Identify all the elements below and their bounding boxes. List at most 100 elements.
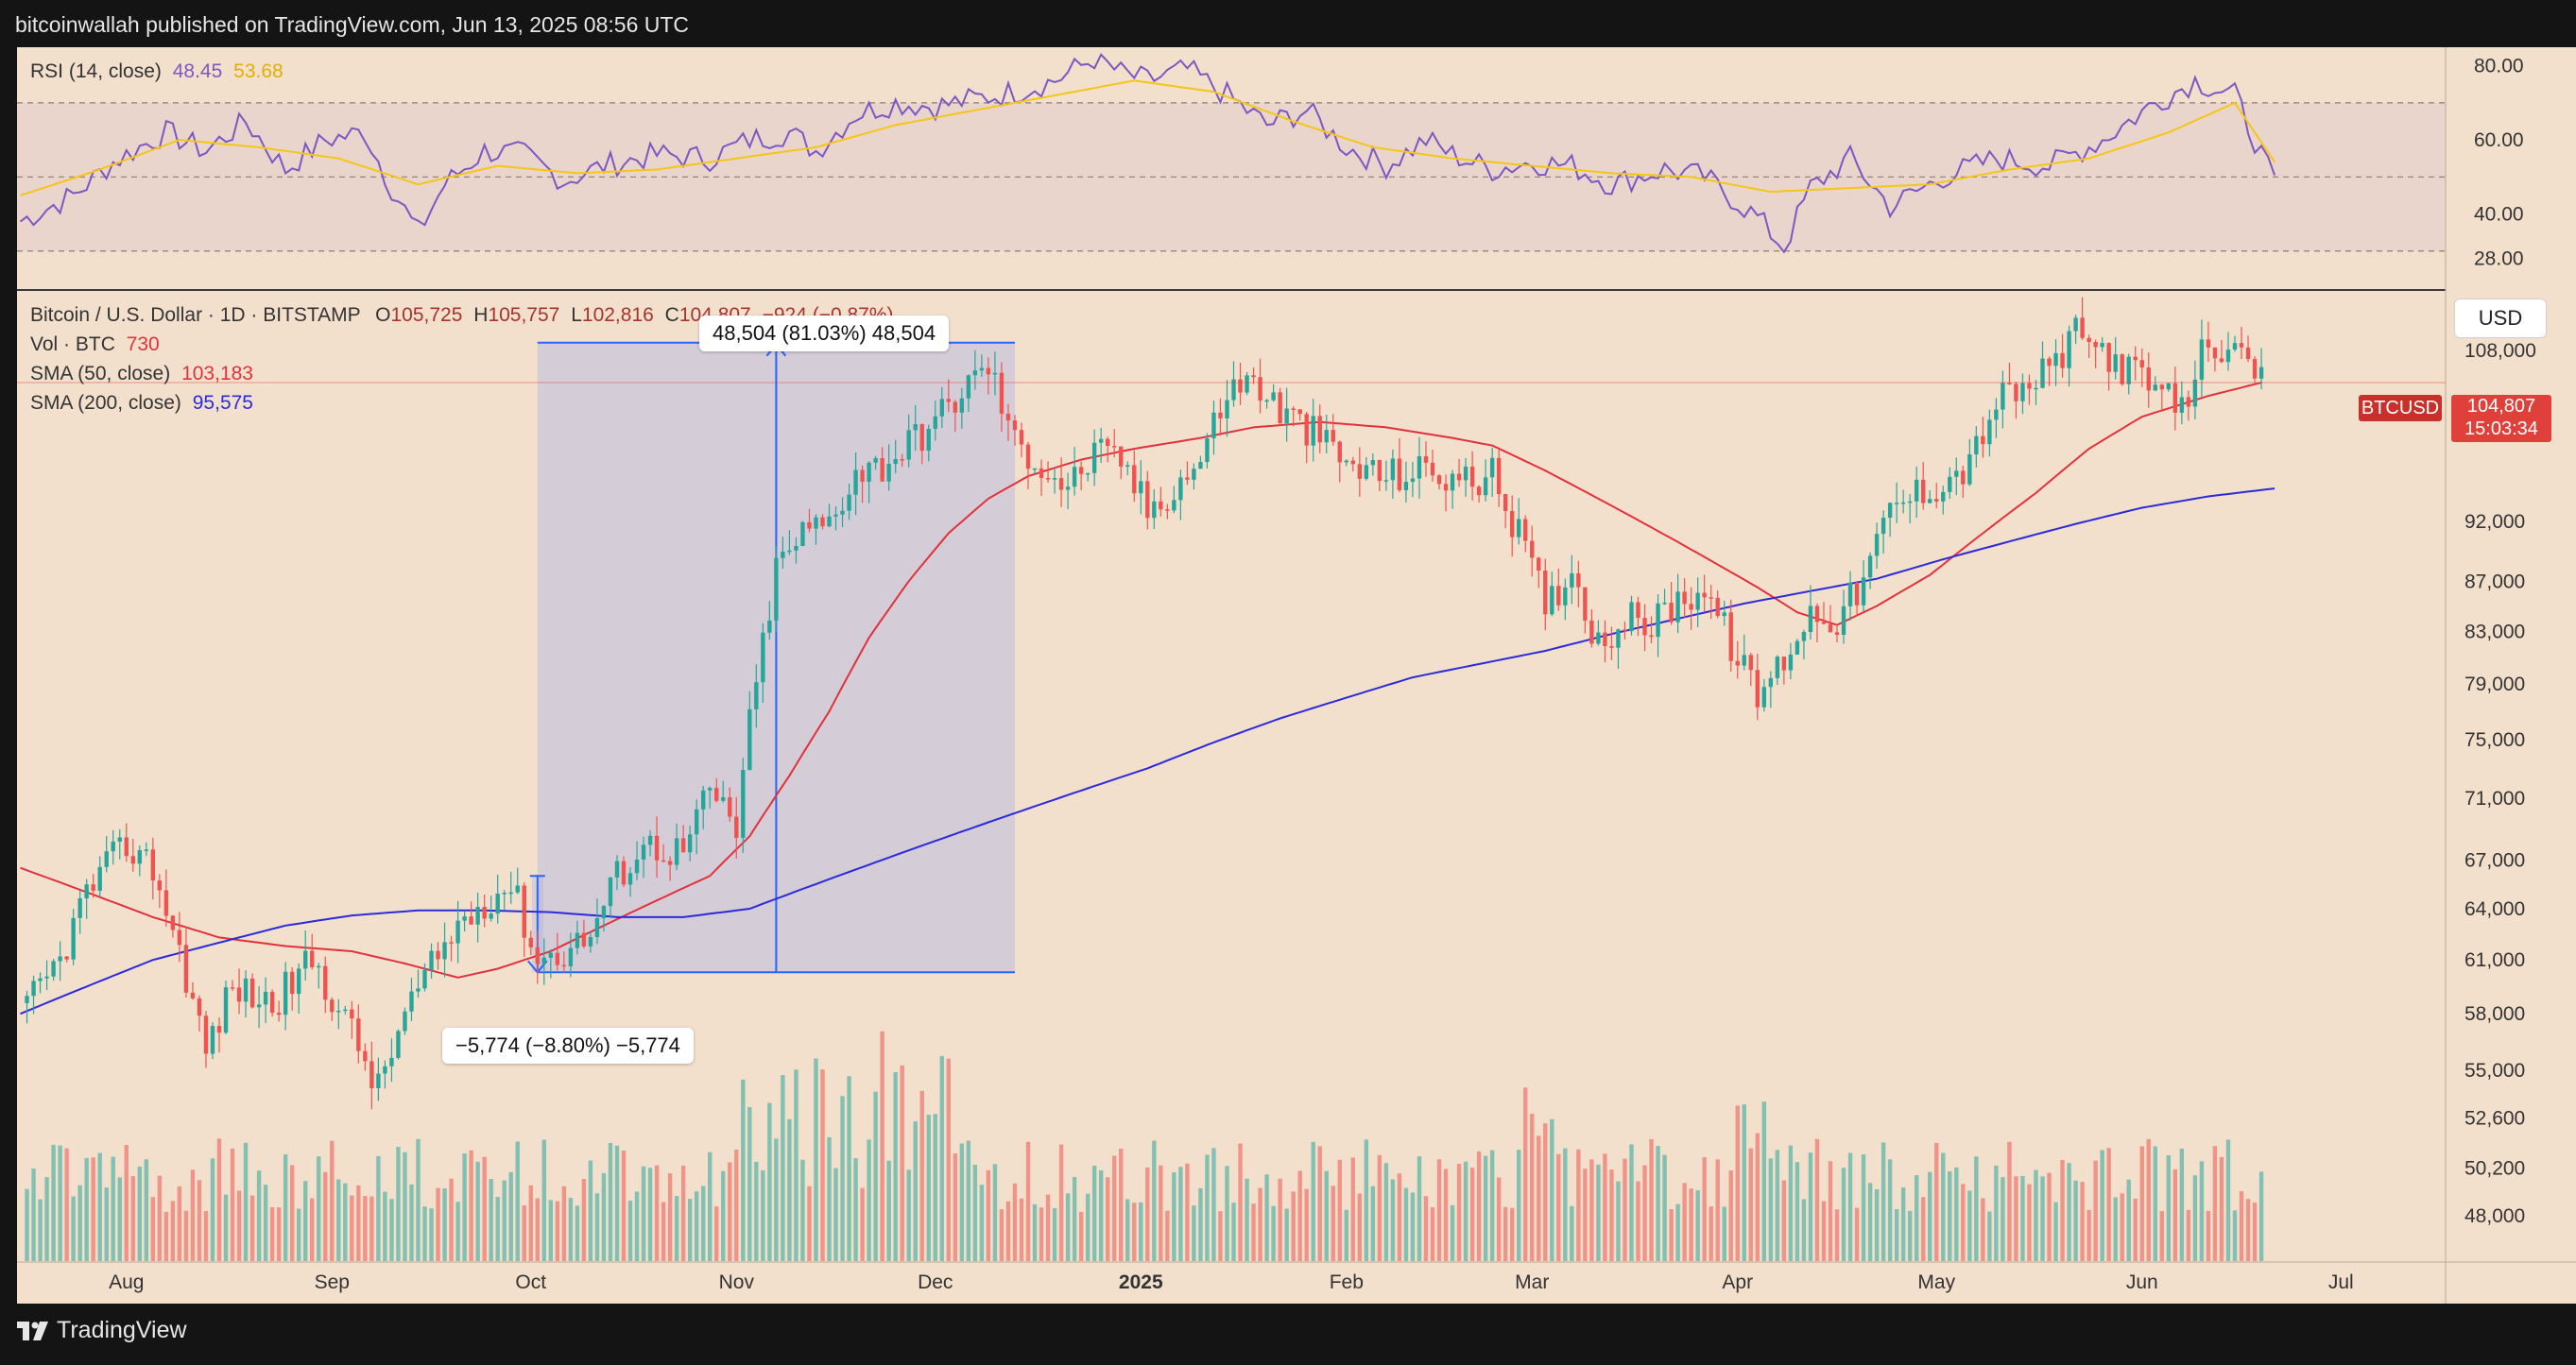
candle-body: [1530, 540, 1535, 558]
volume-bar: [256, 1170, 262, 1261]
rsi-tick-label: 40.00: [2474, 204, 2524, 226]
candle-body: [1808, 606, 1813, 632]
candle-body: [1948, 476, 1952, 492]
candle-body: [1058, 478, 1064, 490]
volume-bar: [51, 1144, 56, 1261]
candle-body: [2153, 384, 2157, 391]
volume-bar: [323, 1171, 328, 1261]
candle-body: [1112, 445, 1117, 448]
volume-bar: [2219, 1156, 2224, 1261]
candle-body: [236, 987, 242, 1002]
volume-bar: [2007, 1141, 2012, 1261]
volume-bar: [700, 1186, 706, 1261]
volume-bar: [1125, 1199, 1130, 1261]
candle-body: [1867, 555, 1873, 578]
volume-bar: [1198, 1187, 1203, 1261]
candle-body: [283, 971, 288, 1015]
chart-panel[interactable]: [17, 47, 2560, 1304]
candle-body: [1159, 501, 1163, 510]
volume-bar: [1159, 1165, 1163, 1261]
volume-bar: [1172, 1172, 1176, 1261]
volume-bar: [1091, 1165, 1097, 1261]
candle-body: [1954, 470, 1959, 477]
volume-bar: [1058, 1144, 1064, 1261]
measure-up-label: 48,504 (81.03%) 48,504: [699, 316, 950, 351]
rsi-line: [19, 53, 2276, 254]
rsi-legend: RSI (14, close) 48.45 53.68: [30, 60, 283, 83]
candle-body: [317, 965, 321, 968]
volume-bar: [1894, 1208, 1899, 1261]
volume-bar: [243, 1142, 249, 1261]
volume-bar: [1954, 1167, 1959, 1261]
last-price-value: 104,807: [2466, 396, 2536, 417]
candle-body: [2007, 383, 2012, 384]
candle-body: [860, 469, 865, 482]
candle-body: [1098, 438, 1104, 443]
volume-bar: [767, 1102, 772, 1261]
volume-bar: [634, 1191, 640, 1261]
candle-body: [1231, 379, 1236, 401]
candle-body: [1768, 677, 1774, 688]
candle-body: [1841, 606, 1846, 636]
candle-body: [1304, 414, 1309, 446]
volume-bar: [44, 1177, 49, 1261]
candle-body: [787, 550, 792, 553]
price-tick-label: 92,000: [2464, 511, 2525, 533]
candle-body: [1834, 632, 1840, 636]
volume-bar: [303, 1181, 308, 1261]
candle-body: [336, 1010, 341, 1013]
candle-body: [1450, 473, 1455, 491]
volume-bar: [708, 1152, 713, 1261]
symbol-label[interactable]: Bitcoin / U.S. Dollar · 1D · BITSTAMP: [30, 304, 361, 326]
candle-body: [2126, 356, 2131, 384]
candle-body: [1278, 392, 1282, 424]
currency-button[interactable]: USD: [2454, 299, 2547, 338]
candle-body: [1974, 435, 1979, 454]
candle-body: [1662, 602, 1667, 605]
volume-bar: [230, 1148, 235, 1261]
volume-bar: [1537, 1135, 1541, 1261]
candle-body: [462, 916, 467, 921]
bar-countdown: 15:03:34: [2464, 418, 2538, 439]
volume-bar: [728, 1162, 732, 1261]
volume-bar: [1788, 1145, 1794, 1261]
sma200-value: 95,575: [192, 392, 253, 414]
volume-bar: [1370, 1186, 1376, 1261]
candle-body: [296, 968, 301, 995]
volume-bar: [1974, 1156, 1979, 1261]
volume-bar: [350, 1195, 354, 1261]
candle-body: [150, 849, 156, 881]
tradingview-brand: TradingView: [57, 1317, 187, 1343]
candle-body: [1880, 518, 1886, 535]
volume-bar: [1344, 1209, 1348, 1261]
candle-body: [2172, 383, 2178, 413]
candle-body: [1788, 654, 1794, 671]
candles: [25, 297, 2264, 1110]
candle-body: [847, 494, 851, 511]
volume-bar: [1914, 1175, 1919, 1261]
volume-bar: [575, 1205, 580, 1261]
sma50-label: SMA (50, close): [30, 363, 171, 384]
candle-body: [1928, 499, 1932, 503]
volume-bar: [1218, 1211, 1223, 1261]
volume-bar: [1921, 1197, 1926, 1261]
volume-bar: [1324, 1170, 1329, 1261]
candle-body: [1383, 480, 1389, 482]
tradingview-logo[interactable]: TradingView: [17, 1317, 187, 1344]
open-key: O: [375, 304, 391, 326]
candle-body: [1537, 557, 1541, 571]
candle-body: [2067, 331, 2071, 368]
volume-bar: [614, 1145, 620, 1261]
measure-tool[interactable]: [527, 341, 1015, 974]
volume-bar: [714, 1206, 719, 1261]
candle-body: [429, 950, 434, 970]
volume-bar: [1748, 1148, 1753, 1261]
volume-bar: [2206, 1210, 2211, 1261]
volume-bar: [1550, 1118, 1554, 1261]
candle-body: [946, 399, 952, 402]
volume-bar: [794, 1069, 799, 1261]
volume-bar: [1755, 1133, 1760, 1261]
candle-body: [124, 837, 129, 857]
candle-body: [1814, 606, 1820, 623]
